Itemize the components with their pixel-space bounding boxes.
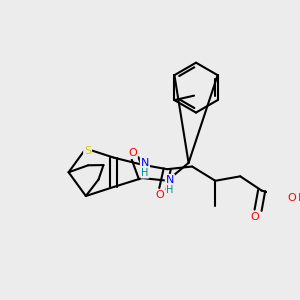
Text: N: N xyxy=(141,158,149,168)
Text: H: H xyxy=(298,193,300,203)
Text: N: N xyxy=(166,175,174,185)
Text: O: O xyxy=(250,212,259,222)
Text: H: H xyxy=(166,184,174,195)
Text: H: H xyxy=(141,168,148,178)
Text: O: O xyxy=(288,193,296,203)
Text: O: O xyxy=(128,148,137,158)
Text: O: O xyxy=(156,190,164,200)
Text: S: S xyxy=(84,146,91,156)
